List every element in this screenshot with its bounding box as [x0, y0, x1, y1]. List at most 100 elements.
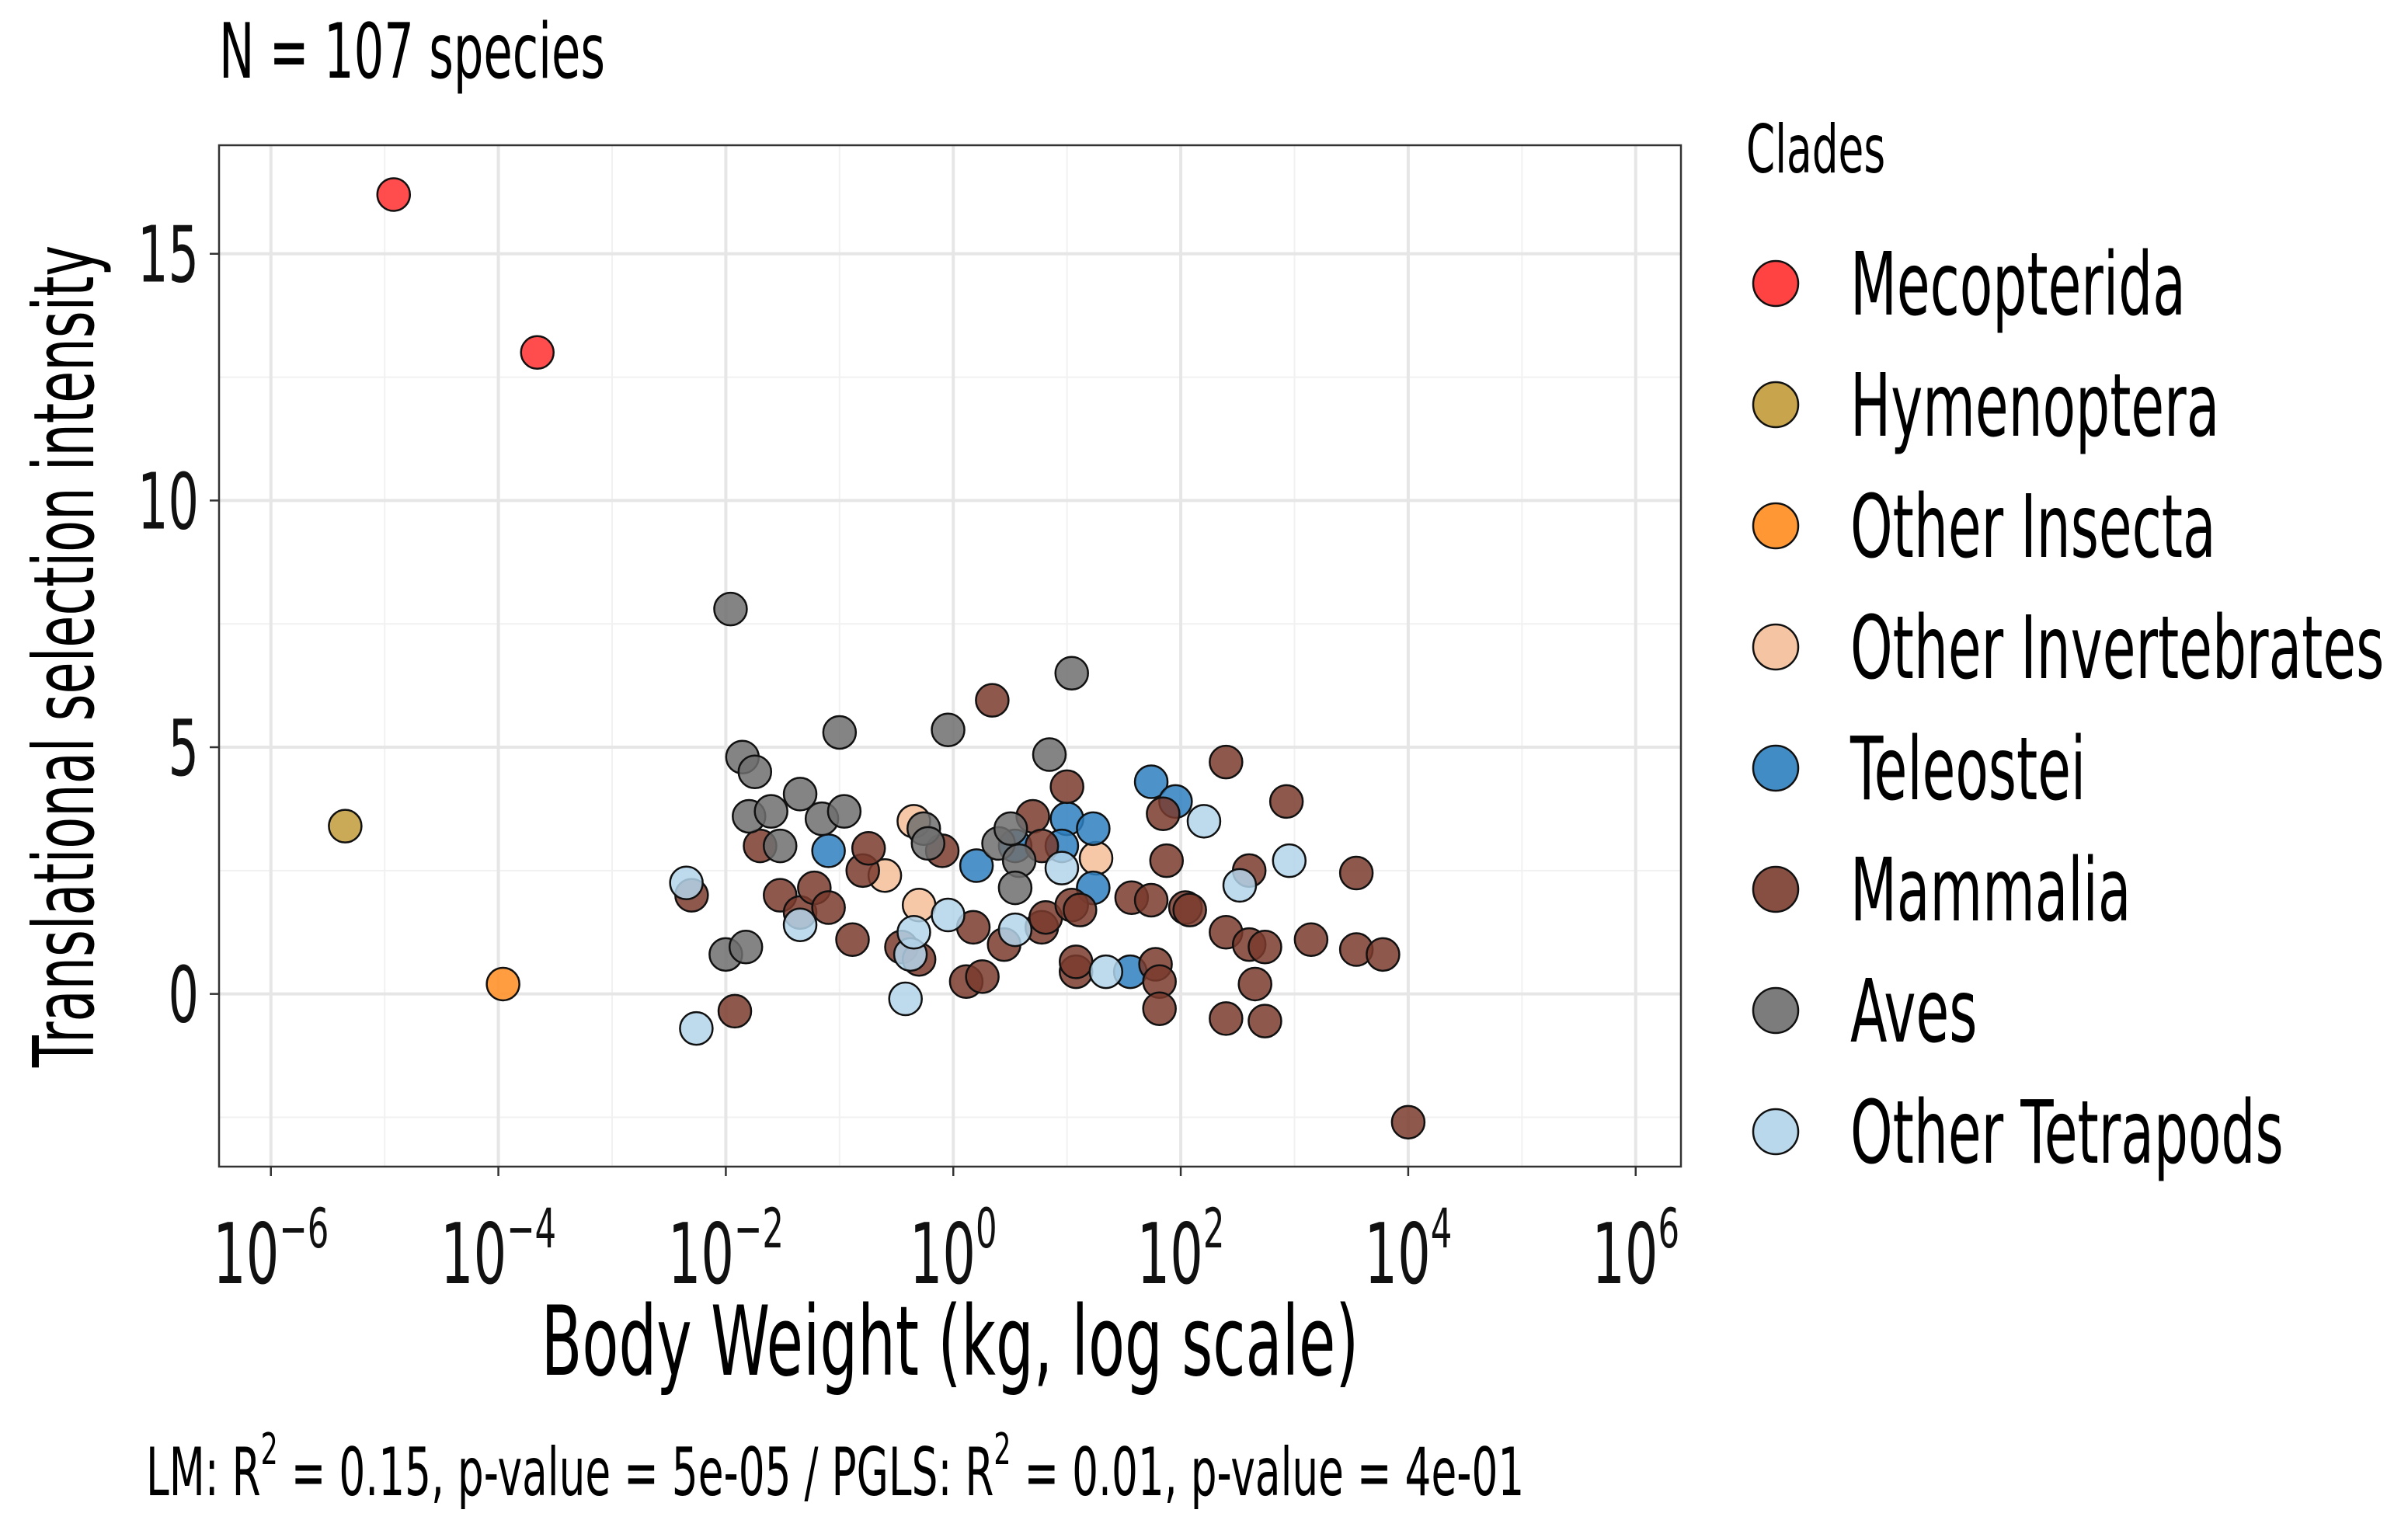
point-mammalia [835, 922, 870, 958]
point-other-insecta [485, 966, 520, 1002]
footnote-sup-1: 2 [261, 1424, 278, 1474]
point-mammalia [1142, 991, 1177, 1026]
point-aves [826, 794, 862, 829]
x-axis: 10−6 10−4 10−2 100 102 104 106 [213, 1167, 1679, 1303]
point-mammalia [1268, 784, 1304, 819]
legend-label: Mammalia [1850, 840, 2131, 941]
legend-key [1752, 744, 1800, 792]
point-mammalia [1237, 966, 1272, 1002]
plot-background [219, 145, 1681, 1167]
point-other-tetrapods [1272, 843, 1307, 878]
point-other-tetrapods [1044, 850, 1080, 885]
legend-key [1752, 986, 1800, 1035]
x-axis-label: Body Weight (kg, log scale) [541, 1286, 1359, 1398]
point-other-tetrapods [1088, 954, 1124, 990]
footnote-pgls-rest: = 0.01, p-value = 4e-01 [1011, 1434, 1525, 1511]
point-aves [728, 930, 764, 965]
x-tick-label: 100 [910, 1197, 997, 1303]
point-mammalia [1209, 1001, 1244, 1036]
point-mammalia [1209, 744, 1244, 780]
point-other-tetrapods [896, 914, 931, 950]
stats-footnote: LM: R2 = 0.15, p-value = 5e-05 / PGLS: R… [146, 1424, 1524, 1511]
point-aves [1054, 656, 1089, 690]
legend-label: Mecopterida [1850, 235, 2186, 336]
x-tick-label: 10−4 [440, 1197, 556, 1303]
point-mammalia [1247, 930, 1282, 965]
y-axis-label: Translational selection intensity [16, 245, 113, 1068]
x-tick-label: 102 [1137, 1197, 1225, 1303]
legend-label: Other Insecta [1850, 477, 2216, 578]
point-aves [993, 811, 1028, 847]
legend-key [1752, 623, 1800, 671]
point-mammalia [1366, 937, 1401, 972]
legend-key [1752, 865, 1800, 913]
point-teleostei [1076, 811, 1111, 847]
point-aves [737, 754, 773, 790]
legend-key [1752, 381, 1800, 429]
data-points [328, 177, 1426, 1140]
x-tick-label: 106 [1592, 1197, 1679, 1303]
plot-panel [217, 144, 1682, 1168]
point-mammalia [1390, 1104, 1426, 1140]
point-mammalia [1146, 796, 1181, 832]
point-mammalia [811, 890, 846, 925]
plot-border [217, 144, 1682, 1168]
point-other-tetrapods [679, 1010, 714, 1046]
x-tick-label: 10−6 [213, 1197, 329, 1303]
legend-label: Teleostei [1849, 719, 2086, 820]
legend-key [1752, 259, 1800, 308]
point-mammalia [717, 993, 753, 1029]
point-mammalia [1338, 855, 1374, 891]
footnote-lm-rest: = 0.15, p-value = 5e-05 / PGLS: R [278, 1434, 994, 1511]
point-other-tetrapods [931, 897, 966, 933]
point-other-tetrapods [997, 912, 1033, 948]
point-mammalia [1059, 944, 1094, 979]
y-tick-label: 10 [137, 457, 199, 548]
point-mecopterida [376, 177, 412, 212]
point-other-invertebrates [1078, 840, 1114, 876]
point-mammalia [1049, 769, 1084, 805]
point-teleostei [811, 833, 846, 868]
legend-key [1752, 502, 1800, 550]
point-other-tetrapods [1222, 868, 1258, 903]
point-mammalia [1172, 892, 1207, 927]
legend-label: Other Invertebrates [1850, 598, 2384, 699]
point-aves [910, 826, 946, 861]
legend-label: Other Tetrapods [1850, 1083, 2284, 1184]
point-aves [1032, 737, 1067, 772]
point-aves [931, 712, 966, 748]
legend-key [1752, 1108, 1800, 1156]
y-axis: 0 5 10 15 [137, 210, 219, 1041]
point-hymenoptera [328, 809, 363, 844]
grid-lines [219, 145, 1681, 1167]
legend-label: Hymenoptera [1850, 356, 2219, 457]
y-tick-label: 5 [169, 703, 199, 794]
point-mammalia [1293, 922, 1329, 958]
legend-title: Clades [1746, 111, 1885, 189]
legend-label: Aves [1850, 962, 1977, 1063]
footnote-lm-prefix: LM: R [146, 1434, 261, 1511]
point-other-tetrapods [1186, 804, 1222, 839]
point-mammalia [975, 683, 1010, 718]
y-tick-label: 15 [137, 210, 199, 301]
point-teleostei [1133, 764, 1169, 799]
point-other-tetrapods [669, 865, 704, 900]
point-mammalia [851, 831, 886, 866]
point-mammalia [965, 959, 1000, 994]
point-aves [753, 794, 788, 829]
point-other-tetrapods [888, 981, 923, 1017]
chart-title: N = 107 species [219, 8, 605, 96]
x-tick-label: 10−2 [668, 1197, 784, 1303]
point-mecopterida [520, 335, 555, 370]
point-mammalia [1063, 892, 1098, 927]
point-aves [713, 591, 748, 627]
point-mammalia [1133, 882, 1169, 918]
point-aves [822, 715, 858, 750]
x-tick-label: 104 [1365, 1197, 1453, 1303]
point-aves [782, 777, 818, 812]
y-tick-label: 0 [169, 950, 199, 1041]
point-aves [997, 870, 1033, 906]
point-aves [763, 828, 798, 864]
point-teleostei [959, 848, 994, 883]
